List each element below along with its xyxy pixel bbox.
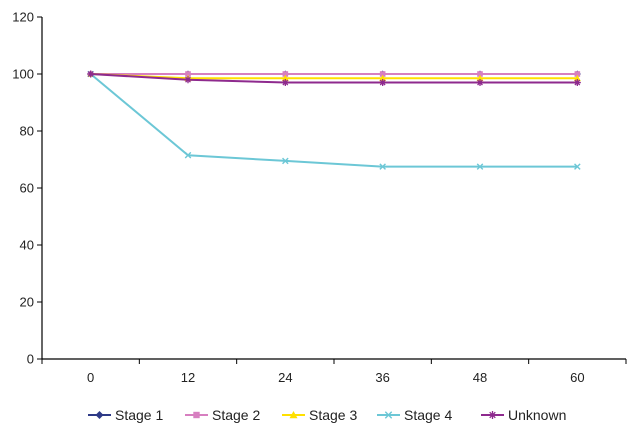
- data-point: [476, 74, 484, 82]
- data-point: [282, 157, 289, 165]
- data-point: [87, 70, 95, 78]
- data-point: [476, 163, 484, 170]
- series-layer: [87, 70, 581, 170]
- legend-item: Stage 1: [88, 407, 163, 423]
- legend-marker: [488, 411, 497, 419]
- chart-axes: 0 20 40 60 80 100 120 0 12 24 36 48 60: [12, 10, 627, 385]
- data-point: [282, 71, 289, 77]
- y-tick-label: 20: [20, 295, 34, 310]
- legend-item: Stage 3: [282, 407, 357, 423]
- series-line: [90, 73, 578, 168]
- legend-marker: [95, 411, 104, 419]
- series-stage-4: [87, 70, 581, 170]
- data-point: [281, 79, 289, 87]
- series-unknown: [87, 70, 581, 87]
- legend-label: Unknown: [508, 407, 566, 423]
- legend-label: Stage 4: [404, 407, 452, 423]
- legend-item: Stage 2: [185, 407, 260, 423]
- data-point: [574, 163, 581, 170]
- data-point: [281, 74, 289, 82]
- legend-item: Unknown: [481, 407, 566, 423]
- y-tick-label: 120: [12, 10, 34, 25]
- data-point: [379, 74, 387, 82]
- series-line: [90, 73, 578, 84]
- y-tick-label: 40: [20, 238, 34, 253]
- legend-label: Stage 2: [212, 407, 260, 423]
- y-tick-label: 100: [12, 67, 34, 82]
- legend: Stage 1 Stage 2 Stage 3 Stage 4 Unknown: [88, 407, 566, 423]
- y-tick-label: 60: [20, 181, 34, 196]
- legend-marker: [384, 411, 393, 419]
- data-point: [184, 76, 192, 84]
- legend-marker: [193, 411, 200, 419]
- legend-label: Stage 3: [309, 407, 357, 423]
- data-point: [574, 71, 581, 77]
- series-line: [90, 73, 578, 80]
- data-point: [184, 151, 192, 159]
- x-tick-label: 60: [570, 370, 584, 385]
- legend-label: Stage 1: [115, 407, 163, 423]
- x-tick-label: 48: [473, 370, 487, 385]
- data-point: [573, 74, 581, 82]
- data-point: [379, 79, 387, 87]
- data-point: [573, 79, 581, 87]
- legend-item: Stage 4: [377, 407, 452, 423]
- series-stage-3: [87, 70, 581, 82]
- data-point: [379, 71, 386, 77]
- x-tick-label: 36: [375, 370, 389, 385]
- data-point: [185, 71, 191, 77]
- x-tick-label: 24: [278, 370, 292, 385]
- y-tick-label: 80: [20, 124, 34, 139]
- x-tick-label: 0: [87, 370, 94, 385]
- series-stage-2: [87, 71, 581, 77]
- x-tick-label: 12: [181, 370, 195, 385]
- legend-marker: [289, 411, 298, 419]
- data-point: [379, 163, 386, 170]
- data-point: [477, 71, 483, 77]
- y-tick-label: 0: [27, 352, 34, 367]
- data-point: [476, 79, 484, 87]
